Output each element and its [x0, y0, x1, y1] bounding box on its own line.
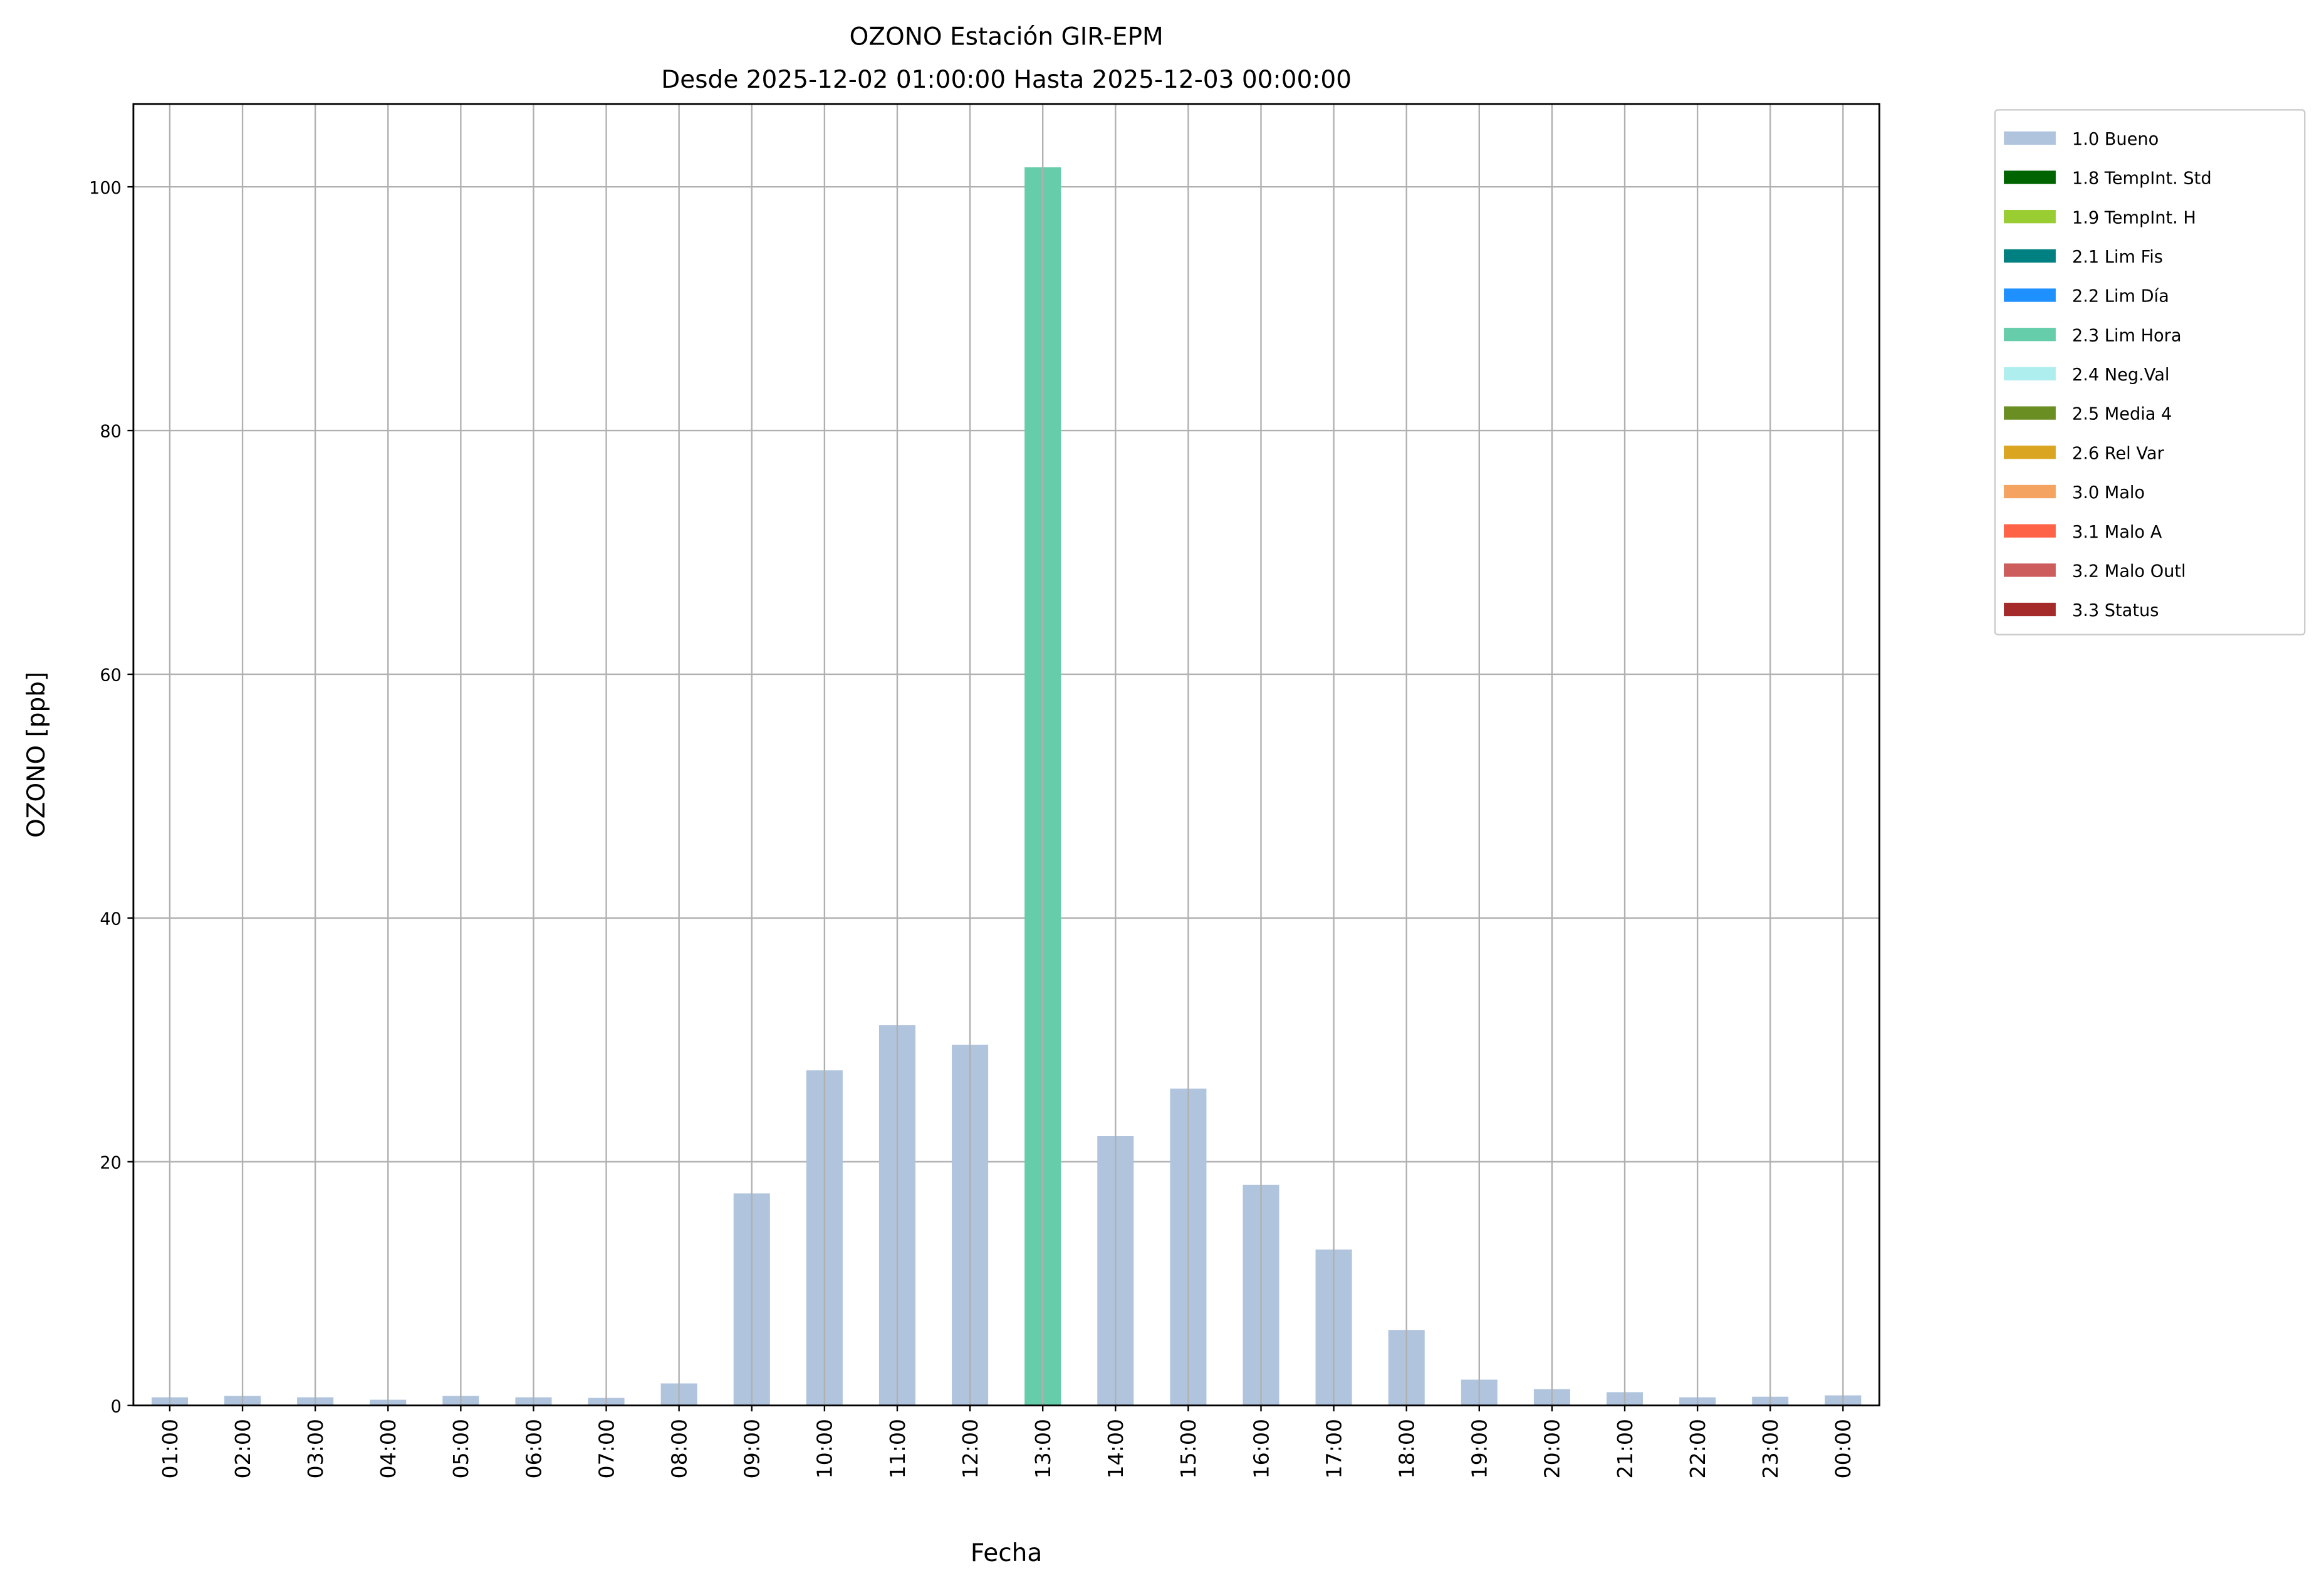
legend-label: 1.8 TempInt. Std — [2072, 169, 2212, 189]
x-tick-label: 11:00 — [885, 1419, 910, 1478]
y-axis-label: OZONO [ppb] — [23, 672, 51, 838]
x-axis: 01:00 02:00 03:00 04:00 05:00 06:00 07:00 08:00… — [158, 1405, 1855, 1478]
legend-swatch — [2004, 328, 2056, 342]
legend-swatch — [2004, 210, 2056, 224]
x-tick-label: 09:00 — [740, 1419, 764, 1478]
legend-label: 3.0 Malo — [2072, 483, 2145, 503]
x-tick-label: 04:00 — [376, 1419, 400, 1478]
legend-label: 1.9 TempInt. H — [2072, 208, 2196, 227]
legend-swatch — [2004, 406, 2056, 420]
x-tick-label: 10:00 — [813, 1419, 837, 1478]
legend-swatch — [2004, 170, 2056, 184]
legend-swatch — [2004, 484, 2056, 499]
legend-label: 3.2 Malo Outl — [2072, 562, 2186, 581]
x-tick-label: 12:00 — [958, 1419, 982, 1478]
legend-label: 3.1 Malo A — [2072, 523, 2162, 542]
x-tick-label: 20:00 — [1540, 1419, 1565, 1478]
legend-swatch — [2004, 249, 2056, 263]
x-tick-label: 03:00 — [303, 1419, 328, 1478]
legend-swatch — [2004, 524, 2056, 538]
x-tick-label: 22:00 — [1686, 1419, 1710, 1478]
y-axis: 0 20 40 60 80 100 — [89, 179, 133, 1416]
x-tick-label: 21:00 — [1613, 1419, 1637, 1478]
chart-subtitle: Desde 2025-12-02 01:00:00 Hasta 2025-12-… — [661, 66, 1352, 94]
legend-frame — [1994, 109, 2306, 635]
x-tick-label: 05:00 — [449, 1419, 473, 1478]
x-tick-label: 23:00 — [1758, 1419, 1783, 1478]
legend-label: 1.0 Bueno — [2072, 130, 2159, 149]
legend-swatch — [2004, 446, 2056, 459]
x-tick-label: 07:00 — [594, 1419, 618, 1478]
x-tick-label: 01:00 — [158, 1419, 182, 1478]
x-tick-label: 13:00 — [1031, 1419, 1055, 1478]
legend-label: 2.1 Lim Fis — [2072, 248, 2163, 267]
y-tick-label: 20 — [100, 1153, 122, 1173]
x-tick-label: 19:00 — [1467, 1419, 1492, 1478]
y-tick-label: 0 — [111, 1397, 122, 1416]
plot-frame — [132, 103, 1880, 1407]
legend-label: 2.2 Lim Día — [2072, 287, 2169, 306]
x-tick-label: 18:00 — [1395, 1419, 1419, 1478]
x-axis-label: Fecha — [971, 1539, 1042, 1567]
legend-label: 2.6 Rel Var — [2072, 444, 2165, 463]
y-tick-label: 60 — [100, 666, 122, 686]
x-tick-label: 08:00 — [667, 1419, 691, 1478]
legend: 1.0 Bueno 1.8 TempInt. Std 1.9 TempInt. H 2… — [1994, 109, 2306, 635]
chart-title: OZONO Estación GIR-EPM — [850, 23, 1164, 51]
x-tick-label: 14:00 — [1103, 1419, 1128, 1478]
y-tick-label: 80 — [100, 422, 122, 442]
x-tick-label: 15:00 — [1176, 1419, 1201, 1478]
y-tick-label: 40 — [100, 910, 122, 929]
grid-vertical — [169, 103, 1844, 1406]
legend-swatch — [2004, 288, 2056, 302]
legend-swatch — [2004, 367, 2056, 381]
legend-swatch — [2004, 131, 2056, 145]
legend-label: 2.5 Media 4 — [2072, 405, 2172, 424]
x-tick-label: 17:00 — [1321, 1419, 1346, 1478]
y-tick-label: 100 — [89, 179, 122, 198]
x-tick-label: 02:00 — [231, 1419, 255, 1478]
x-tick-label: 16:00 — [1249, 1419, 1273, 1478]
x-tick-label: 06:00 — [521, 1419, 546, 1478]
legend-swatch — [2004, 602, 2056, 617]
legend-label: 3.3 Status — [2072, 601, 2159, 620]
legend-label: 2.3 Lim Hora — [2072, 326, 2182, 345]
legend-label: 2.4 Neg.Val — [2072, 365, 2170, 385]
legend-swatch — [2004, 563, 2056, 577]
x-tick-label: 00:00 — [1831, 1419, 1855, 1478]
